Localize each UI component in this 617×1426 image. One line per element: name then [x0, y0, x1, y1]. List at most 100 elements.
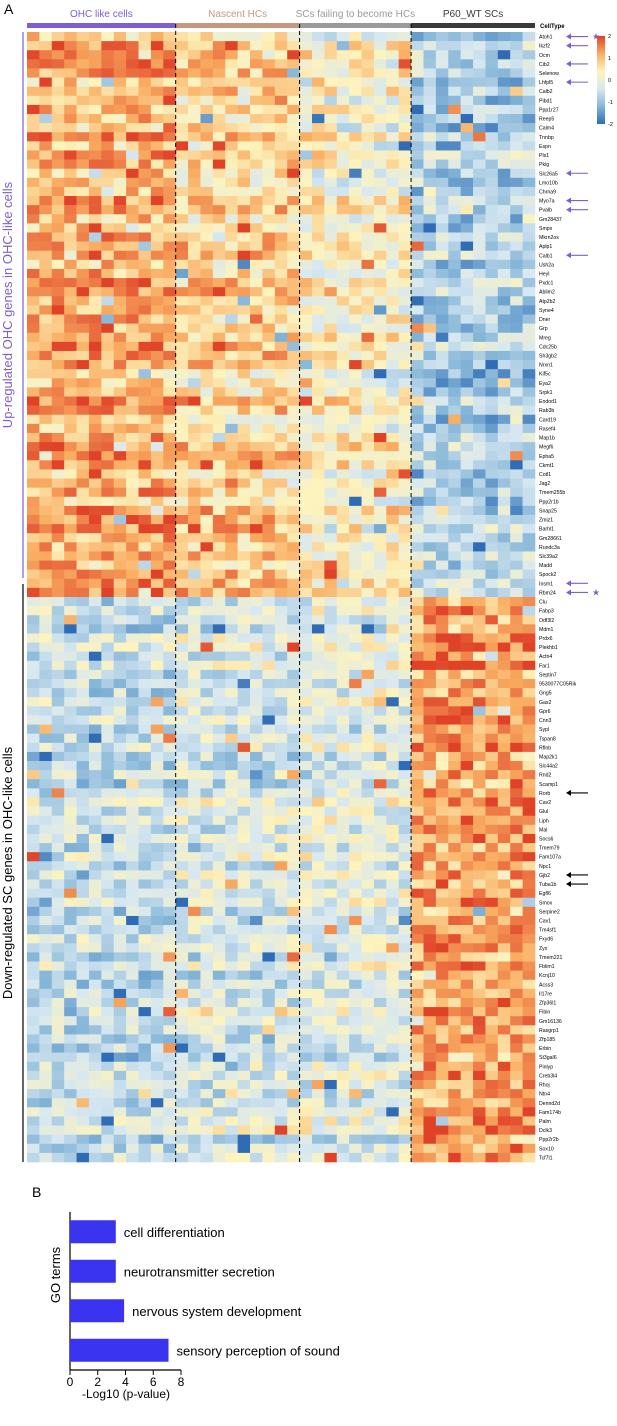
heatmap-cell — [274, 478, 288, 488]
heatmap-cell — [473, 551, 486, 561]
heatmap-cell — [237, 824, 251, 835]
heatmap-cell — [411, 1125, 424, 1135]
heatmap-cell — [76, 715, 90, 725]
heatmap-cell — [324, 1070, 338, 1081]
heatmap-cell — [113, 843, 127, 853]
heatmap-cell — [274, 278, 288, 288]
heatmap-cell — [398, 879, 412, 889]
heatmap-cell — [39, 733, 53, 744]
heatmap-cell — [435, 915, 449, 926]
heatmap-cell — [460, 442, 474, 452]
heatmap-cell — [126, 997, 139, 1008]
heatmap-cell — [262, 332, 276, 343]
heatmap-cell — [237, 797, 251, 807]
heatmap-cell — [138, 405, 152, 416]
heatmap-cell — [336, 615, 350, 625]
heatmap-cell — [262, 405, 276, 416]
heatmap-cell — [361, 186, 375, 197]
heatmap-cell — [237, 961, 251, 971]
heatmap-cell — [361, 560, 375, 570]
heatmap-cell — [386, 1107, 400, 1117]
heatmap-cell — [51, 724, 65, 734]
heatmap-cell — [497, 669, 511, 680]
heatmap-cell — [237, 888, 251, 899]
heatmap-cell — [113, 724, 127, 734]
heatmap-cell — [150, 496, 164, 507]
heatmap-cell — [101, 824, 115, 835]
heatmap-cell — [150, 1034, 164, 1044]
heatmap-cell — [324, 478, 338, 488]
heatmap-cell — [64, 606, 77, 616]
heatmap-cell — [386, 852, 400, 862]
heatmap-cell — [311, 1098, 325, 1108]
heatmap-cell — [250, 95, 263, 106]
heatmap-cell — [175, 906, 189, 917]
heatmap-cell — [510, 934, 523, 944]
heatmap-cell — [373, 478, 387, 488]
heatmap-cell — [250, 451, 263, 461]
heatmap-cell — [485, 1116, 499, 1126]
heatmap-cell — [411, 514, 424, 525]
heatmap-cell — [39, 852, 53, 862]
heatmap-cell — [274, 1079, 288, 1090]
heatmap-cell — [163, 861, 176, 871]
heatmap-cell — [373, 514, 387, 525]
heatmap-cell — [435, 1070, 449, 1081]
heatmap-cell — [473, 970, 486, 981]
heatmap-cell — [473, 733, 486, 744]
heatmap-cell — [237, 41, 251, 51]
heatmap-cell — [150, 278, 164, 288]
heatmap-cell — [373, 241, 387, 252]
heatmap-cell — [435, 724, 449, 734]
heatmap-cell — [485, 979, 499, 990]
heatmap-cell — [361, 505, 375, 516]
heatmap-cell — [336, 177, 350, 188]
heatmap-cell — [262, 186, 276, 197]
heatmap-cell — [64, 597, 77, 607]
heatmap-cell — [188, 751, 201, 762]
heatmap-cell — [373, 733, 387, 744]
heatmap-cell — [64, 761, 77, 771]
heatmap-cell — [423, 706, 437, 716]
heatmap-cell — [274, 177, 288, 188]
heatmap-cell — [225, 223, 238, 233]
heatmap-cell — [237, 369, 251, 379]
heatmap-cell — [163, 533, 176, 543]
heatmap-cell — [200, 514, 214, 525]
heatmap-cell — [299, 597, 313, 607]
heatmap-cell — [39, 897, 53, 908]
heatmap-cell — [435, 278, 449, 288]
heatmap-cell — [460, 770, 474, 780]
heatmap-cell — [250, 496, 263, 507]
heatmap-cell — [336, 1089, 350, 1099]
heatmap-cell — [398, 41, 412, 51]
heatmap-cell — [126, 824, 139, 835]
heatmap-cell — [237, 843, 251, 853]
heatmap-cell — [113, 50, 127, 60]
heatmap-cell — [361, 542, 375, 552]
heatmap-cell — [138, 259, 152, 270]
heatmap-cell — [262, 551, 276, 561]
heatmap-cell — [237, 925, 251, 935]
heatmap-cell — [473, 606, 486, 616]
heatmap-cell — [64, 524, 77, 534]
heatmap-cell — [398, 487, 412, 498]
heatmap-cell — [336, 86, 350, 97]
heatmap-cell — [398, 578, 412, 589]
heatmap-cell — [448, 369, 461, 379]
heatmap-cell — [411, 615, 424, 625]
heatmap-cell — [51, 551, 65, 561]
heatmap-cell — [101, 569, 115, 580]
heatmap-cell — [76, 934, 90, 944]
heatmap-cell — [460, 50, 474, 60]
heatmap-cell — [237, 615, 251, 625]
heatmap-cell — [39, 879, 53, 889]
heatmap-cell — [435, 934, 449, 944]
heatmap-cell — [27, 150, 40, 160]
heatmap-cell — [88, 314, 102, 324]
heatmap-cell — [262, 1061, 276, 1072]
heatmap-cell — [311, 679, 325, 689]
heatmap-cell — [411, 1025, 424, 1035]
heatmap-cell — [138, 1116, 152, 1126]
heatmap-cell — [473, 86, 486, 97]
